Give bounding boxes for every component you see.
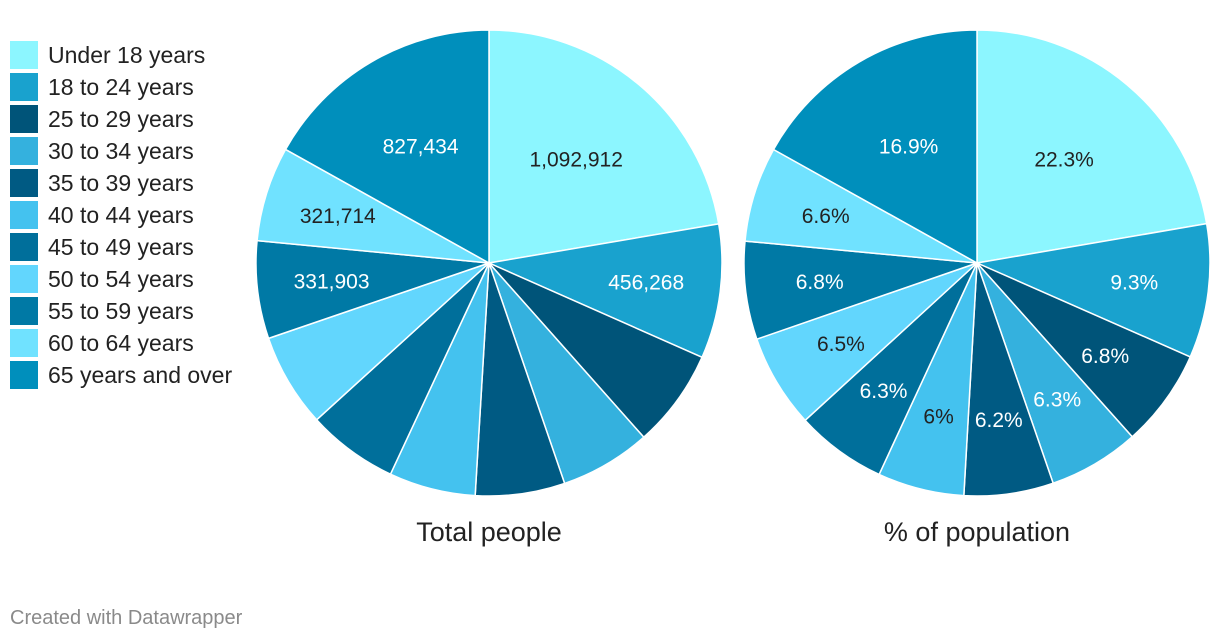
legend-label: 35 to 39 years [48, 169, 194, 196]
legend-swatch [10, 169, 38, 197]
legend-label: 30 to 34 years [48, 137, 194, 164]
legend-label: 55 to 59 years [48, 297, 194, 324]
slice-label: 331,903 [294, 270, 370, 293]
slice-label: 22.3% [1034, 149, 1094, 172]
slice-label: 6% [923, 406, 953, 429]
legend-swatch [10, 329, 38, 357]
pie-chart-2: 22.3%9.3%6.8%6.3%6.2%6%6.3%6.5%6.8%6.6%1… [743, 29, 1211, 547]
legend-item: 50 to 54 years [10, 263, 232, 295]
legend-swatch [10, 201, 38, 229]
slice-label: 456,268 [608, 272, 684, 295]
footer-credit: Created with Datawrapper [10, 607, 243, 629]
chart-title: % of population [884, 517, 1070, 547]
legend-swatch [10, 297, 38, 325]
pie-slice [772, 29, 978, 264]
slice-label: 6.6% [802, 205, 850, 228]
slice-label: 9.3% [1110, 271, 1158, 294]
legend-swatch [10, 265, 38, 293]
legend-label: 50 to 54 years [48, 265, 194, 292]
pie-slice [976, 222, 1211, 358]
legend-item: 65 years and over [10, 359, 232, 391]
legend-swatch [10, 105, 38, 133]
pie-chart-1: 1,092,912 456,268 331,903 321,714 827,434 Tot… [255, 29, 723, 547]
legend: Under 18 years 18 to 24 years 25 to 29 yea… [10, 39, 232, 391]
legend-item: 18 to 24 years [10, 71, 232, 103]
slice-label: 6.3% [860, 380, 908, 403]
legend-label: 40 to 44 years [48, 201, 194, 228]
slice-label: 6.5% [817, 333, 865, 356]
pie-slice [976, 29, 1208, 264]
slice-label: 321,714 [300, 205, 376, 228]
pie-slice [488, 29, 720, 264]
pie-slice [284, 29, 490, 264]
legend-label: 60 to 64 years [48, 329, 194, 356]
pie-slice [488, 223, 723, 359]
legend-label: 65 years and over [48, 361, 233, 388]
legend-item: 35 to 39 years [10, 167, 232, 199]
legend-item: 30 to 34 years [10, 135, 232, 167]
legend-item: 45 to 49 years [10, 231, 232, 263]
legend-label: 18 to 24 years [48, 73, 194, 100]
slice-label: 16.9% [879, 136, 939, 159]
legend-label: 25 to 29 years [48, 105, 194, 132]
slice-label: 6.8% [796, 271, 844, 294]
legend-item: 55 to 59 years [10, 295, 232, 327]
legend-item: 25 to 29 years [10, 103, 232, 135]
legend-swatch [10, 233, 38, 261]
legend-item: 60 to 64 years [10, 327, 232, 359]
legend-swatch [10, 137, 38, 165]
legend-label: Under 18 years [48, 41, 206, 68]
legend-item: Under 18 years [10, 39, 232, 71]
chart-title: Total people [416, 517, 562, 547]
legend-swatch [10, 41, 38, 69]
legend-item: 40 to 44 years [10, 199, 232, 231]
slice-label: 6.2% [975, 409, 1023, 432]
slice-label: 6.3% [1033, 389, 1081, 412]
slice-label: 827,434 [383, 136, 459, 159]
slice-label: 6.8% [1081, 345, 1129, 368]
legend-swatch [10, 73, 38, 101]
legend-swatch [10, 361, 38, 389]
slice-label: 1,092,912 [529, 149, 622, 172]
legend-label: 45 to 49 years [48, 233, 194, 260]
